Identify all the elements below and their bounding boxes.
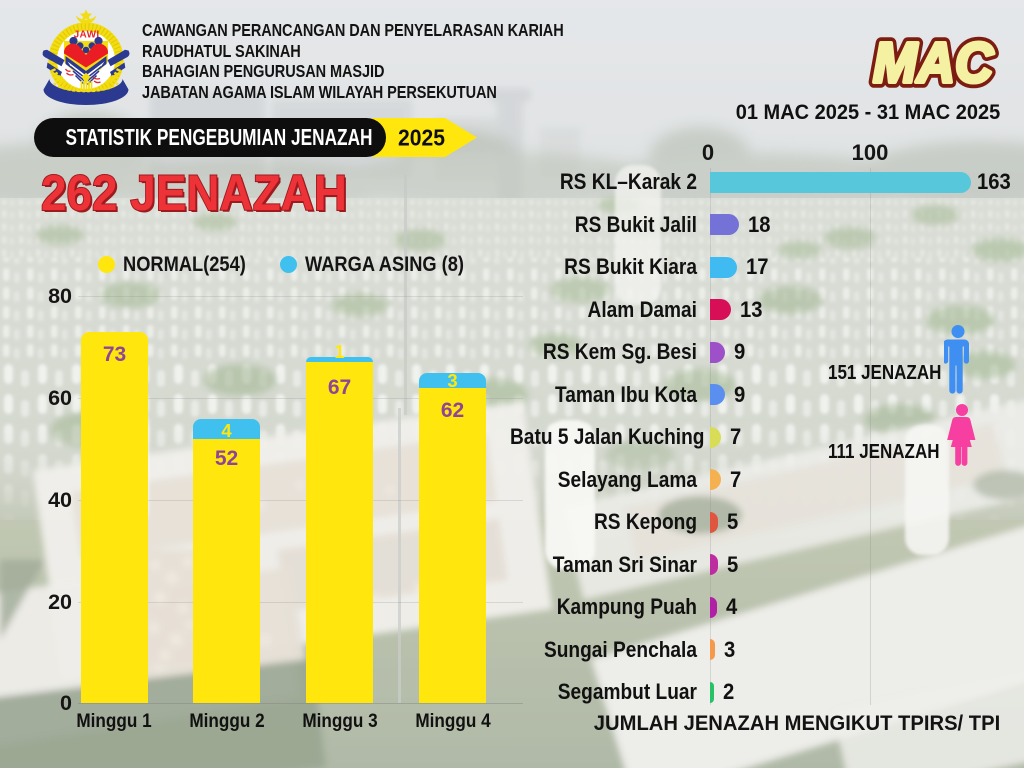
- svg-text:262 JENAZAH: 262 JENAZAH: [41, 165, 347, 221]
- svg-text:MAC: MAC: [873, 31, 994, 95]
- svg-text:2025: 2025: [398, 125, 445, 151]
- svg-text:JAWI: JAWI: [74, 30, 100, 41]
- svg-text:262 JENAZAH: 262 JENAZAH: [43, 167, 349, 223]
- svg-text:MAC: MAC: [873, 31, 994, 95]
